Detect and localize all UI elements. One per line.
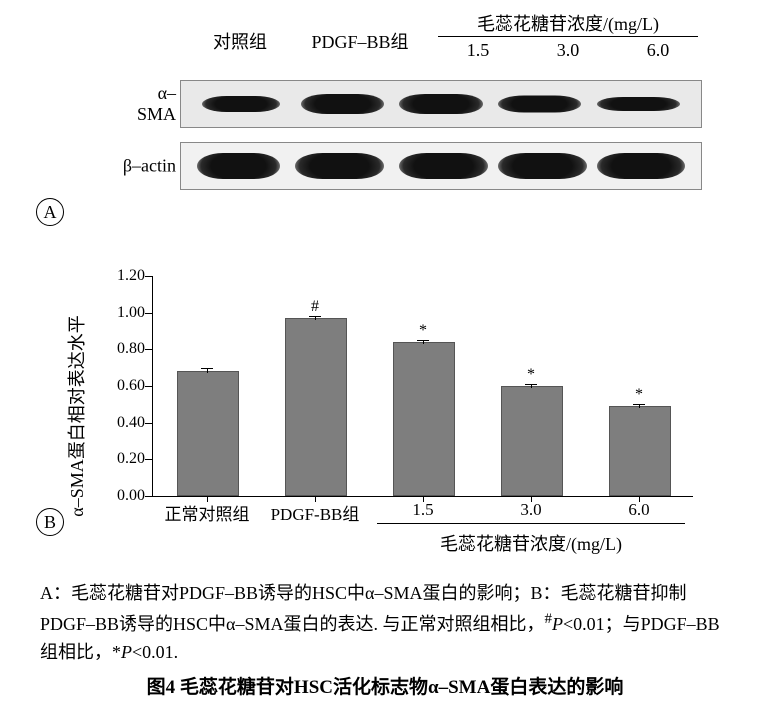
ytick-label: 1.20 — [105, 267, 145, 285]
blot-label-0: α–SMA — [121, 83, 176, 125]
error-cap — [309, 316, 321, 317]
band — [399, 153, 487, 179]
bar — [609, 406, 670, 496]
bar — [285, 318, 346, 496]
ytick-label: 0.80 — [105, 340, 145, 358]
panel-b-tag: B — [36, 508, 64, 536]
ytick — [145, 313, 153, 314]
panel-a-header: 对照组 PDGF–BB组 毛蕊花糖苷浓度/(mg/L) 1.5 3.0 6.0 — [180, 10, 700, 70]
figure-root: 对照组 PDGF–BB组 毛蕊花糖苷浓度/(mg/L) 1.5 3.0 6.0 … — [0, 0, 769, 723]
error-cap — [417, 340, 429, 341]
blot-strip-0: α–SMA — [180, 80, 702, 128]
header-control: 对照组 — [190, 28, 290, 54]
header-dose-1: 3.0 — [528, 40, 608, 61]
band — [399, 94, 482, 114]
ytick — [145, 459, 153, 460]
error-cap — [201, 368, 213, 369]
band — [498, 96, 581, 113]
figure-caption: A：毛蕊花糖苷对PDGF–BB诱导的HSC中α–SMA蛋白的影响；B：毛蕊花糖苷… — [40, 580, 730, 702]
significance-mark: * — [419, 322, 427, 340]
x-category-label: 6.0 — [628, 500, 649, 520]
ytick — [145, 423, 153, 424]
band — [498, 153, 586, 179]
band — [597, 97, 680, 111]
chart-plot-area: 0.000.200.400.600.801.001.20正常对照组#PDGF-B… — [152, 276, 693, 497]
bar — [177, 371, 238, 496]
header-dose-group: 毛蕊花糖苷浓度/(mg/L) — [438, 10, 698, 36]
ytick — [145, 496, 153, 497]
header-dose-2: 6.0 — [618, 40, 698, 61]
error-cap — [525, 384, 537, 385]
blot-label-1: β–actin — [121, 156, 176, 177]
chart-ylabel: α–SMA蛋白相对表达水平 — [63, 315, 89, 516]
blot-strip-1: β–actin — [180, 142, 702, 190]
ytick — [145, 386, 153, 387]
caption-title: 图4 毛蕊花糖苷对HSC活化标志物α–SMA蛋白表达的影响 — [40, 673, 730, 702]
ytick — [145, 349, 153, 350]
band — [197, 153, 280, 179]
band — [202, 96, 280, 112]
ytick-label: 0.40 — [105, 414, 145, 432]
bar — [393, 342, 454, 496]
significance-mark: * — [527, 366, 535, 384]
band — [295, 153, 383, 179]
panel-b: α–SMA蛋白相对表达水平 0.000.200.400.600.801.001.… — [100, 276, 730, 556]
panel-a-tag: A — [36, 198, 64, 226]
x-category-label: 1.5 — [412, 500, 433, 520]
ytick-label: 1.00 — [105, 304, 145, 322]
header-dose-underline — [438, 36, 698, 37]
band — [301, 94, 384, 114]
x-category-label: 正常对照组 — [165, 500, 250, 525]
ytick-label: 0.20 — [105, 450, 145, 468]
x-dose-group-label: 毛蕊花糖苷浓度/(mg/L) — [440, 530, 622, 556]
caption-body: A：毛蕊花糖苷对PDGF–BB诱导的HSC中α–SMA蛋白的影响；B：毛蕊花糖苷… — [40, 580, 730, 667]
ytick-label: 0.60 — [105, 377, 145, 395]
significance-mark: * — [635, 386, 643, 404]
band — [597, 153, 685, 179]
ytick-label: 0.00 — [105, 487, 145, 505]
header-dose-0: 1.5 — [438, 40, 518, 61]
x-dose-underline — [377, 523, 685, 524]
x-category-label: 3.0 — [520, 500, 541, 520]
ytick — [145, 276, 153, 277]
x-category-label: PDGF-BB组 — [271, 500, 360, 525]
error-cap — [633, 404, 645, 405]
bar — [501, 386, 562, 496]
header-pdgf: PDGF–BB组 — [290, 28, 430, 54]
panel-a: 对照组 PDGF–BB组 毛蕊花糖苷浓度/(mg/L) 1.5 3.0 6.0 … — [60, 10, 720, 260]
significance-mark: # — [311, 298, 319, 316]
